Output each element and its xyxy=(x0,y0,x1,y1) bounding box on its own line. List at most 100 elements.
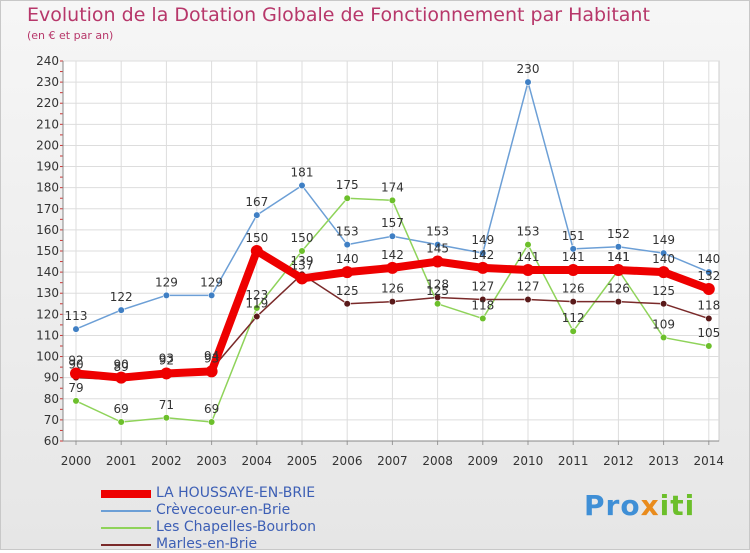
data-point-la-houssaye-en-brie xyxy=(612,264,625,276)
data-label-les-chapelles-bourbon: 153 xyxy=(517,225,540,239)
data-label-cr-vecoeur-en-brie: 230 xyxy=(517,62,540,76)
data-label-marles-en-brie: 128 xyxy=(426,277,449,291)
data-label-cr-vecoeur-en-brie: 153 xyxy=(426,225,449,239)
data-label-marles-en-brie: 126 xyxy=(607,282,630,296)
y-tick-label: 180 xyxy=(36,181,59,195)
legend-swatch-la-houssaye xyxy=(101,490,151,498)
data-label-cr-vecoeur-en-brie: 152 xyxy=(607,227,630,241)
data-label-la-houssaye-en-brie: 92 xyxy=(68,353,83,367)
data-point-la-houssaye-en-brie xyxy=(522,264,534,276)
y-tick-label: 230 xyxy=(36,75,59,89)
y-tick-label: 200 xyxy=(36,138,59,152)
legend-swatch-chapelles xyxy=(101,527,151,529)
x-tick-label: 2014 xyxy=(694,454,725,468)
legend-swatch-crevecoeur xyxy=(101,510,151,512)
data-point-la-houssaye-en-brie xyxy=(250,245,263,257)
chart-subtitle: (en € et par an) xyxy=(27,29,114,42)
y-tick-label: 100 xyxy=(36,350,59,364)
legend-swatch-marles xyxy=(101,544,151,546)
data-point-cr-vecoeur-en-brie xyxy=(705,268,713,276)
data-point-marles-en-brie xyxy=(659,300,668,308)
x-tick-label: 2003 xyxy=(196,454,227,468)
axes: 60 70 80 90 100 110 120 130 140 150 160 170 180 190 20… xyxy=(36,54,724,468)
data-label-la-houssaye-en-brie: 142 xyxy=(471,248,494,262)
data-label-la-houssaye-en-brie: 140 xyxy=(336,252,359,266)
data-label-marles-en-brie: 125 xyxy=(652,284,675,298)
data-point-marles-en-brie xyxy=(388,298,397,306)
legend-label: Marles-en-Brie xyxy=(156,536,258,552)
data-label-les-chapelles-bourbon: 79 xyxy=(68,381,83,395)
data-label-marles-en-brie: 119 xyxy=(245,296,268,310)
data-point-la-houssaye-en-brie xyxy=(70,367,82,380)
data-label-la-houssaye-en-brie: 150 xyxy=(245,231,268,245)
data-point-la-houssaye-en-brie xyxy=(296,272,308,285)
data-point-les-chapelles-bourbon xyxy=(298,247,306,255)
data-point-cr-vecoeur-en-brie xyxy=(479,249,487,257)
y-tick-label: 170 xyxy=(36,202,59,216)
data-point-marles-en-brie xyxy=(343,300,351,308)
x-tick-label: 2009 xyxy=(468,454,499,468)
data-point-cr-vecoeur-en-brie xyxy=(614,243,623,251)
data-label-la-houssaye-en-brie: 140 xyxy=(652,252,675,266)
y-tick-label: 240 xyxy=(36,54,59,68)
data-label-cr-vecoeur-en-brie: 157 xyxy=(381,216,404,230)
y-tick-label: 70 xyxy=(44,413,59,427)
x-tick-label: 2002 xyxy=(151,454,182,468)
data-label-les-chapelles-bourbon: 71 xyxy=(159,398,174,412)
grid xyxy=(62,60,720,442)
data-label-les-chapelles-bourbon: 112 xyxy=(562,311,585,325)
y-tick-label: 160 xyxy=(36,223,59,237)
data-point-cr-vecoeur-en-brie xyxy=(253,211,261,219)
data-point-la-houssaye-en-brie xyxy=(160,367,173,380)
data-label-cr-vecoeur-en-brie: 149 xyxy=(652,233,675,247)
data-point-cr-vecoeur-en-brie xyxy=(434,241,442,249)
data-point-la-houssaye-en-brie xyxy=(205,365,218,378)
data-label-marles-en-brie: 126 xyxy=(381,282,404,296)
x-tick-label: 2013 xyxy=(648,454,679,468)
data-label-cr-vecoeur-en-brie: 149 xyxy=(471,233,494,247)
data-label-cr-vecoeur-en-brie: 140 xyxy=(697,252,720,266)
data-label-marles-en-brie: 94 xyxy=(204,349,219,363)
data-label-marles-en-brie: 118 xyxy=(697,299,720,313)
data-point-les-chapelles-bourbon xyxy=(388,196,397,204)
y-tick-label: 220 xyxy=(36,96,59,110)
data-point-les-chapelles-bourbon xyxy=(208,418,216,426)
data-point-marles-en-brie xyxy=(524,295,532,304)
data-label-les-chapelles-bourbon: 109 xyxy=(652,318,675,332)
data-point-marles-en-brie xyxy=(253,312,261,321)
legend-label: LA HOUSSAYE-EN-BRIE xyxy=(156,485,316,501)
data-point-marles-en-brie xyxy=(434,293,442,302)
legend-label: Crèvecoeur-en-Brie xyxy=(156,502,291,518)
data-label-la-houssaye-en-brie: 93 xyxy=(204,351,219,365)
data-label-les-chapelles-bourbon: 118 xyxy=(471,299,494,313)
data-label-les-chapelles-bourbon: 123 xyxy=(245,288,268,302)
data-label-la-houssaye-en-brie: 92 xyxy=(159,353,174,367)
legend-label: Les Chapelles-Bourbon xyxy=(156,519,317,535)
data-label-la-houssaye-en-brie: 141 xyxy=(517,250,540,264)
data-label-marles-en-brie: 139 xyxy=(291,254,314,268)
data-label-la-houssaye-en-brie: 145 xyxy=(426,242,449,256)
data-label-cr-vecoeur-en-brie: 113 xyxy=(65,309,88,323)
y-tick-label: 150 xyxy=(36,244,59,258)
data-point-les-chapelles-bourbon xyxy=(434,300,442,308)
data-label-la-houssaye-en-brie: 141 xyxy=(562,250,585,264)
data-label-cr-vecoeur-en-brie: 181 xyxy=(291,166,314,180)
data-point-les-chapelles-bourbon xyxy=(72,397,80,405)
x-tick-label: 2008 xyxy=(422,454,453,468)
data-point-la-houssaye-en-brie xyxy=(386,261,399,274)
y-tick-label: 130 xyxy=(36,286,59,300)
data-point-les-chapelles-bourbon xyxy=(117,418,125,426)
data-labels: 113 122 129 129 167 181 153 157 153 149 230 151 152 1… xyxy=(65,62,721,416)
x-tick-label: 2001 xyxy=(106,454,137,468)
proxiti-logo: Proxiti xyxy=(584,489,696,522)
series-group xyxy=(70,78,715,426)
data-label-la-houssaye-en-brie: 90 xyxy=(114,358,129,372)
data-label-cr-vecoeur-en-brie: 129 xyxy=(200,275,223,289)
data-point-les-chapelles-bourbon xyxy=(659,333,668,342)
data-point-les-chapelles-bourbon xyxy=(479,314,487,323)
data-label-les-chapelles-bourbon: 69 xyxy=(114,402,129,416)
x-tick-label: 2010 xyxy=(513,454,544,468)
data-point-cr-vecoeur-en-brie xyxy=(524,78,532,86)
y-tick-label: 60 xyxy=(44,434,59,448)
